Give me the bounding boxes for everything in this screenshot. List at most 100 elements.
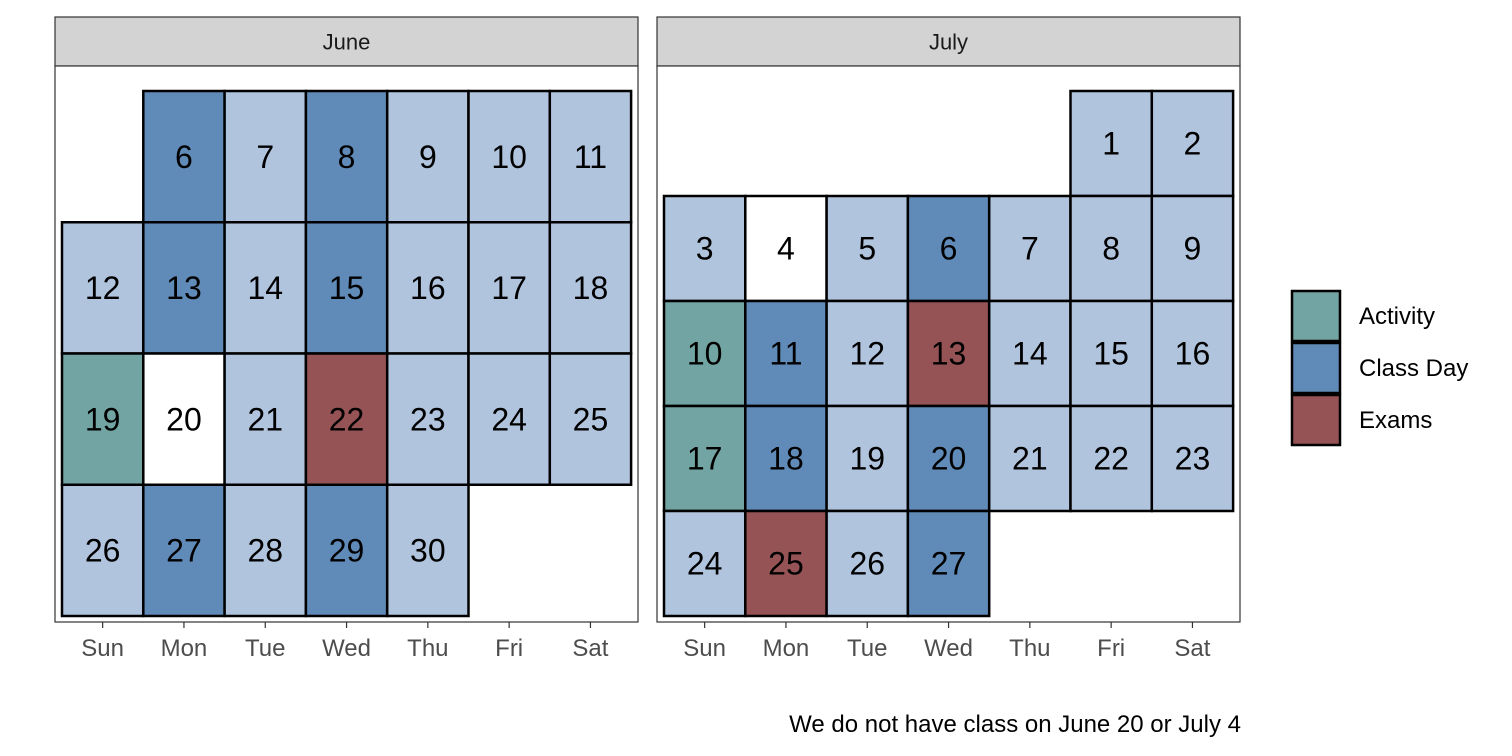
panel-strip-july [656, 16, 1241, 67]
panel-title-june: June [323, 30, 371, 55]
day-cell-july-2 [1150, 89, 1235, 198]
day-label-june-21: 21 [247, 401, 283, 437]
day-cell-june-14 [223, 221, 308, 355]
day-label-july-10: 10 [687, 336, 723, 372]
day-label-july-20: 20 [931, 441, 967, 477]
day-label-july-7: 7 [1021, 231, 1039, 267]
day-label-july-19: 19 [849, 441, 885, 477]
day-label-july-13: 13 [931, 336, 967, 372]
x-tick-label-july-tue: Tue [847, 635, 887, 662]
day-label-june-27: 27 [166, 533, 202, 569]
day-cell-june-18 [548, 221, 633, 355]
day-cell-june-30 [385, 483, 470, 618]
day-label-july-8: 8 [1102, 231, 1120, 267]
day-cell-july-25 [744, 509, 828, 618]
day-label-july-21: 21 [1012, 441, 1048, 477]
day-cell-june-13 [142, 221, 226, 355]
day-cell-july-23 [1150, 404, 1235, 513]
day-label-june-9: 9 [419, 139, 437, 175]
legend-label-class: Class Day [1359, 355, 1468, 382]
day-label-july-18: 18 [768, 441, 804, 477]
day-label-june-16: 16 [410, 270, 446, 306]
day-label-july-17: 17 [687, 441, 723, 477]
x-tick-label-june-thu: Thu [407, 635, 448, 662]
day-cell-june-26 [60, 483, 145, 618]
chart-caption: We do not have class on June 20 or July … [789, 711, 1241, 738]
day-label-july-3: 3 [696, 231, 714, 267]
day-label-july-12: 12 [849, 336, 885, 372]
day-cell-june-11 [548, 89, 633, 224]
day-cell-july-24 [662, 509, 747, 618]
day-label-june-11: 11 [574, 139, 607, 175]
legend-label-activity: Activity [1359, 303, 1435, 330]
day-label-july-6: 6 [940, 231, 958, 267]
day-label-june-7: 7 [256, 139, 274, 175]
x-tick-label-july-fri: Fri [1097, 635, 1125, 662]
day-cell-june-17 [467, 221, 552, 355]
day-label-june-25: 25 [573, 401, 609, 437]
day-label-june-22: 22 [329, 401, 365, 437]
day-label-june-14: 14 [247, 270, 283, 306]
day-cell-june-19 [60, 352, 145, 486]
day-cell-june-20 [142, 352, 226, 486]
x-tick-label-july-wed: Wed [924, 635, 973, 662]
day-cell-june-28 [223, 483, 308, 618]
x-tick-label-june-wed: Wed [322, 635, 371, 662]
day-cell-june-22 [304, 352, 389, 486]
day-cell-june-7 [223, 89, 308, 224]
day-label-june-6: 6 [175, 139, 193, 175]
x-tick-label-june-fri: Fri [495, 635, 523, 662]
day-label-july-25: 25 [768, 546, 804, 582]
day-cell-june-16 [385, 221, 470, 355]
day-label-july-4: 4 [777, 231, 795, 267]
day-cell-july-10 [662, 299, 747, 408]
day-label-june-28: 28 [247, 533, 283, 569]
day-label-july-5: 5 [858, 231, 876, 267]
legend-key-exam [1290, 393, 1342, 447]
day-label-july-22: 22 [1093, 441, 1129, 477]
day-cell-june-12 [60, 221, 145, 355]
x-tick-label-june-sat: Sat [572, 635, 608, 662]
x-tick-label-june-tue: Tue [245, 635, 285, 662]
day-cell-july-26 [825, 509, 910, 618]
day-label-july-2: 2 [1184, 126, 1202, 162]
x-tick-label-june-mon: Mon [161, 635, 208, 662]
panel-strip-june [54, 16, 639, 67]
day-label-june-26: 26 [85, 533, 121, 569]
day-label-july-23: 23 [1175, 441, 1211, 477]
day-label-june-30: 30 [410, 533, 446, 569]
day-cell-june-29 [304, 483, 389, 618]
day-label-june-23: 23 [410, 401, 446, 437]
legend-key-activity [1290, 289, 1342, 343]
day-cell-july-1 [1069, 89, 1154, 198]
day-label-june-8: 8 [338, 139, 356, 175]
day-label-june-12: 12 [85, 270, 121, 306]
day-label-july-14: 14 [1012, 336, 1048, 372]
day-label-july-11: 11 [769, 336, 802, 372]
day-cell-july-16 [1150, 299, 1235, 408]
day-label-june-17: 17 [491, 270, 527, 306]
day-label-june-29: 29 [329, 533, 365, 569]
day-cell-july-14 [987, 299, 1072, 408]
day-cell-july-20 [906, 404, 991, 513]
day-label-july-9: 9 [1184, 231, 1202, 267]
day-label-july-27: 27 [931, 546, 967, 582]
day-cell-july-18 [744, 404, 828, 513]
day-label-july-1: 1 [1102, 126, 1120, 162]
day-label-june-24: 24 [491, 401, 527, 437]
x-tick-label-july-thu: Thu [1009, 635, 1050, 662]
day-cell-july-5 [825, 194, 910, 303]
day-cell-july-9 [1150, 194, 1235, 303]
x-tick-label-june-sun: Sun [81, 635, 124, 662]
day-label-june-18: 18 [573, 270, 609, 306]
day-cell-july-11 [744, 299, 828, 408]
day-cell-june-23 [385, 352, 470, 486]
day-label-june-15: 15 [329, 270, 365, 306]
x-tick-label-july-sun: Sun [683, 635, 726, 662]
day-label-june-10: 10 [491, 139, 527, 175]
day-cell-june-6 [142, 89, 226, 224]
x-tick-label-july-sat: Sat [1174, 635, 1210, 662]
day-label-june-20: 20 [166, 401, 202, 437]
day-cell-june-27 [142, 483, 226, 618]
